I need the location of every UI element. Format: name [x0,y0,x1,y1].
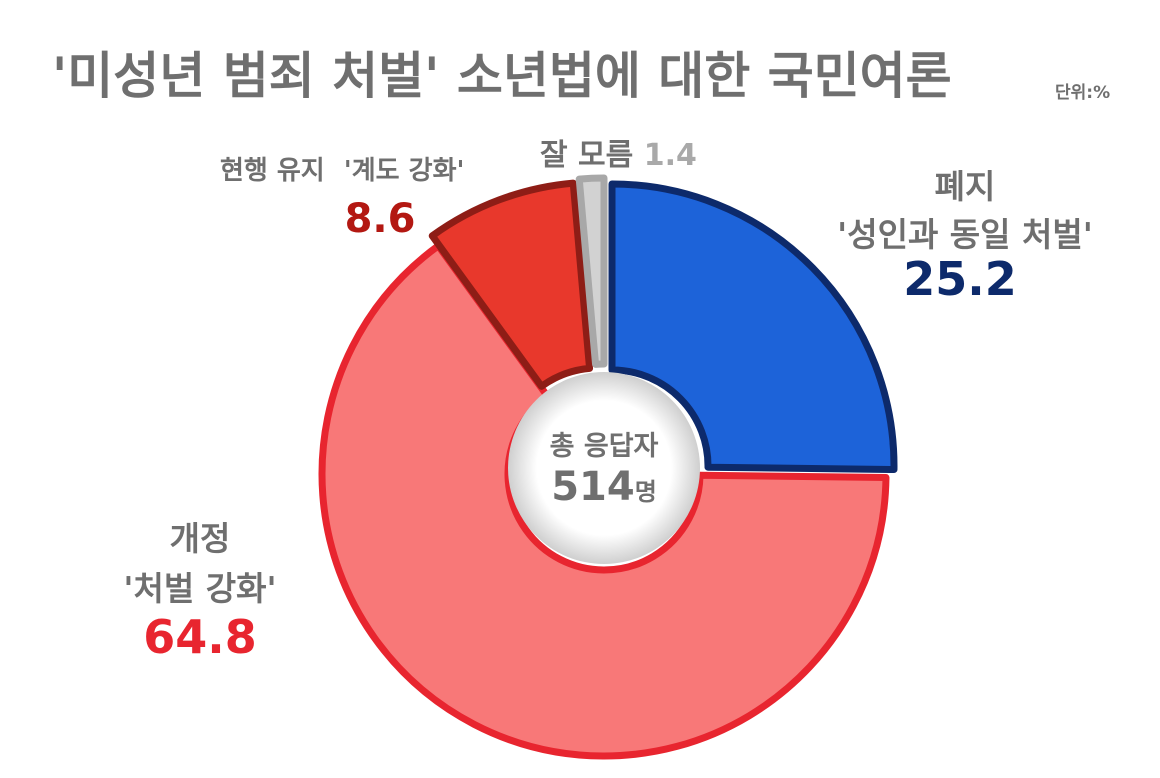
donut-hole [508,372,700,564]
slice-label-unknown-wrap: 잘 모름 1.4 [540,130,697,174]
slice-value-abolish: 25.2 [903,252,1017,306]
slice-value-keep: 8.6 [344,196,416,242]
slice-abolish [608,180,898,474]
slice-value-unknown: 1.4 [643,138,697,173]
slice-keep [428,179,594,390]
slice-unknown [575,174,608,368]
slice-sublabel-keep: '계도 강화' [343,156,465,186]
center-count-unit: 명 [634,478,657,506]
unit-label: 단위:% [1055,83,1111,103]
slice-revise [318,242,890,760]
slice-label-unknown: 잘 모름 [540,138,634,173]
slice-value-revise: 64.8 [143,610,257,664]
chart-title: '미성년 범죄 처벌' 소년법에 대한 국민여론 [52,47,952,105]
slice-label-keep-text: 현행 유지 [220,156,325,186]
slice-sublabel-abolish: '성인과 동일 처벌' [837,215,1093,254]
center-count-wrap: 514명 [530,464,678,510]
slice-label-keep: 현행 유지 '계도 강화' [220,150,464,187]
slice-label-abolish: 폐지 [934,167,996,206]
center-label: 총 응답자 [549,431,659,462]
center-count: 514 [551,464,635,510]
slice-sublabel-revise: '처벌 강화' [123,569,277,608]
slice-label-revise: 개정 [169,519,231,558]
